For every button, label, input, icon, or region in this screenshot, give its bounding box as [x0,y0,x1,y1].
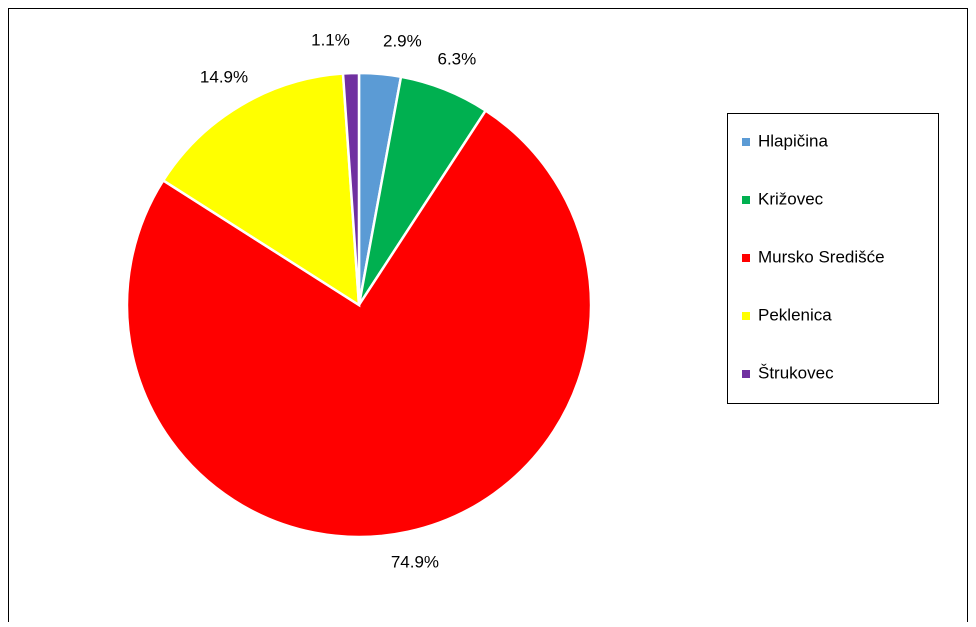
legend-swatch [742,196,750,204]
legend-swatch [742,138,750,146]
data-label: 14.9% [200,68,248,87]
legend-label: Peklenica [758,305,832,324]
pie-slice [341,71,361,306]
data-label: 1.1% [311,31,350,50]
data-label: 74.9% [391,552,439,571]
data-label: 2.9% [383,32,422,51]
data-label: 6.3% [437,49,476,68]
legend-label: Mursko Središće [758,247,885,266]
legend-swatch [742,312,750,320]
legend-label: Križovec [758,189,824,208]
pie-slice [161,72,361,308]
legend-swatch [742,370,750,378]
legend-box [727,113,939,404]
legend-label: Hlapičina [758,131,828,150]
legend-swatch [742,254,750,262]
legend-label: Štrukovec [758,363,834,382]
pie-slice [125,108,593,539]
